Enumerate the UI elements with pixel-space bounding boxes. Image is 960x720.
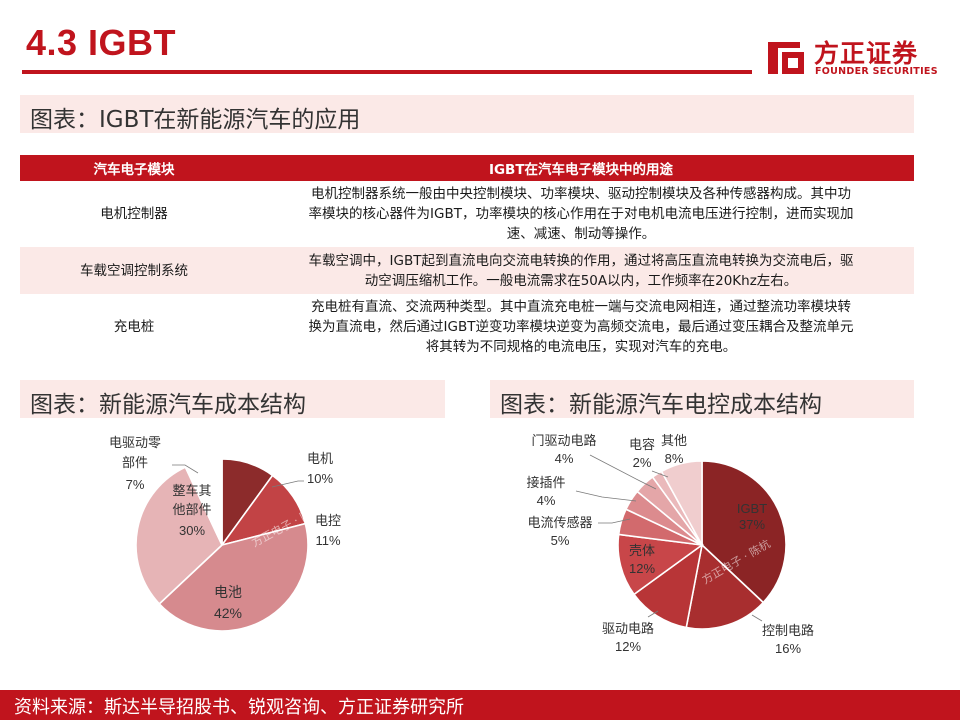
slice-label-value: 4% <box>537 493 556 508</box>
slice-label-name: 整车其 <box>172 483 211 499</box>
founder-logo-icon <box>768 42 804 74</box>
slice-label-value: 4% <box>555 451 574 466</box>
slice-label-value: 37% <box>739 517 765 532</box>
igbt-application-table: 汽车电子模块 IGBT在汽车电子模块中的用途 电机控制器 电机控制器系统一般由中… <box>20 155 914 360</box>
section-title: 图表：新能源汽车电控成本结构 <box>500 392 822 418</box>
slice-label-name: 驱动电路 <box>602 621 654 637</box>
control-cost-slice-2 <box>632 543 704 629</box>
source-note: 资料来源：斯达半导招股书、锐观咨询、方正证券研究所 <box>14 697 464 718</box>
slice-label-name: 接插件 <box>526 475 565 491</box>
slice-label-value: 12% <box>629 561 655 576</box>
control-cost-slice-0 <box>701 460 787 604</box>
module-cell: 车载空调控制系统 <box>20 247 248 294</box>
control-cost-slice-8 <box>660 460 703 546</box>
slice-label-value: 11% <box>315 533 340 548</box>
section-header-vehicle-cost: 图表：新能源汽车成本结构 <box>20 380 445 418</box>
usage-cell: 充电桩有直流、交流两种类型。其中直流充电桩一端与交流电网相连，通过整流功率模块转… <box>248 294 914 360</box>
slice-label-name: 电机 <box>307 452 333 467</box>
slice-label-value: 2% <box>633 455 652 470</box>
section-header-application: 图表：IGBT在新能源汽车的应用 <box>20 95 914 133</box>
vehicle-cost-pie-chart: 电机 10% 电控 11% 电池 42% 整车其 他部件 30% 电驱动零 部件 7% 方正电子 · 陈… <box>20 425 450 683</box>
slice-leader-line <box>575 490 637 502</box>
usage-line: 换为直流电，然后通过IGBT逆变功率模块逆变为高频交流电，最后通过变压耦合及整流… <box>308 319 854 335</box>
slice-label-name: 部件 <box>122 456 148 471</box>
slice-label-name: 其他 <box>661 434 687 449</box>
module-cell: 充电桩 <box>20 294 248 360</box>
slice-label-value: 7% <box>126 477 145 492</box>
slice-label-name: 门驱动电路 <box>531 433 596 449</box>
usage-line: 电机控制器系统一般由中央控制模块、功率模块、驱动控制模块及各种传感器构成。其中功 <box>311 186 851 202</box>
brand-logo: 方正证券 FOUNDER SECURITIES <box>764 32 938 82</box>
usage-line: 速、减速、制动等操作。 <box>506 226 656 242</box>
usage-line: 充电桩有直流、交流两种类型。其中直流充电桩一端与交流电网相连，通过整流功率模块转 <box>311 299 851 315</box>
slice-label-value: 30% <box>179 523 205 538</box>
table-row: 充电桩 充电桩有直流、交流两种类型。其中直流充电桩一端与交流电网相连，通过整流功… <box>20 294 914 360</box>
column-header-usage: IGBT在汽车电子模块中的用途 <box>248 155 914 181</box>
slice-label-value: 10% <box>307 471 333 486</box>
slice-leader-line <box>172 464 199 474</box>
module-cell: 电机控制器 <box>20 181 248 247</box>
slice-label-name: IGBT <box>737 501 767 516</box>
slice-label-name: 电流传感器 <box>527 515 592 531</box>
usage-line: 动空调压缩机工作。一般电流需求在50A以内，工作频率在20Khz左右。 <box>364 272 798 289</box>
logo-english-name: FOUNDER SECURITIES <box>815 66 938 77</box>
slice-label-name: 壳体 <box>629 544 655 559</box>
control-cost-pie-chart: IGBT 37% 控制电路 16% 驱动电路 12% 壳体 12% 电流传感器 5% 接插件 4% 门驱… <box>490 425 920 683</box>
slice-leader-line <box>751 614 763 622</box>
section-title: 图表：IGBT在新能源汽车的应用 <box>30 107 361 133</box>
slice-label-value: 16% <box>775 641 801 656</box>
slice-label-value: 5% <box>551 533 570 548</box>
vehicle-cost-slice-2 <box>158 522 309 632</box>
vehicle-cost-slice-4 <box>184 458 223 546</box>
usage-line: 车载空调中，IGBT起到直流电向交流电转换的作用，通过将高压直流电转换为交流电后… <box>308 252 854 269</box>
slice-leader-line <box>651 470 669 478</box>
slice-label-name: 电池 <box>214 585 242 601</box>
section-header-control-cost: 图表：新能源汽车电控成本结构 <box>490 380 914 418</box>
slice-label-name: 他部件 <box>172 503 211 518</box>
control-cost-slice-3 <box>617 533 705 596</box>
slide-title: 4.3 IGBT <box>26 22 177 63</box>
usage-line: 率模块的核心器件为IGBT，功率模块的核心作用在于对电机电流电压进行控制，进而实… <box>308 206 854 222</box>
slice-leader-line <box>647 610 659 618</box>
slice-label-name: 电控 <box>315 514 341 529</box>
slice-leader-line <box>271 480 304 488</box>
table-row: 电机控制器 电机控制器系统一般由中央控制模块、功率模块、驱动控制模块及各种传感器… <box>20 181 914 247</box>
slice-label-name: 电容 <box>629 437 655 453</box>
slice-label-name: 控制电路 <box>762 623 814 639</box>
slice-label-value: 12% <box>615 639 641 654</box>
slice-label-value: 42% <box>214 605 242 621</box>
footer-bar: 资料来源：斯达半导招股书、锐观咨询、方正证券研究所 <box>0 690 960 720</box>
table-row: 车载空调控制系统 车载空调中，IGBT起到直流电向交流电转换的作用，通过将高压直… <box>20 247 914 294</box>
slice-label-value: 8% <box>665 451 684 466</box>
slice-leader-line <box>589 454 657 490</box>
usage-cell: 电机控制器系统一般由中央控制模块、功率模块、驱动控制模块及各种传感器构成。其中功… <box>248 181 914 247</box>
table-header-row: 汽车电子模块 IGBT在汽车电子模块中的用途 <box>20 155 914 181</box>
usage-cell: 车载空调中，IGBT起到直流电向交流电转换的作用，通过将高压直流电转换为交流电后… <box>248 247 914 294</box>
column-header-module: 汽车电子模块 <box>20 155 248 181</box>
control-cost-slice-1 <box>685 543 765 630</box>
section-title: 图表：新能源汽车成本结构 <box>30 392 306 418</box>
slice-label-name: 电驱动零 <box>109 436 161 451</box>
slice-leader-line <box>598 518 631 524</box>
title-rule <box>22 70 752 74</box>
vehicle-cost-slice-3 <box>135 466 223 606</box>
logo-chinese-name: 方正证券 <box>814 39 919 68</box>
usage-line: 将其转为不同规格的电流电压，实现对汽车的充电。 <box>425 339 737 355</box>
